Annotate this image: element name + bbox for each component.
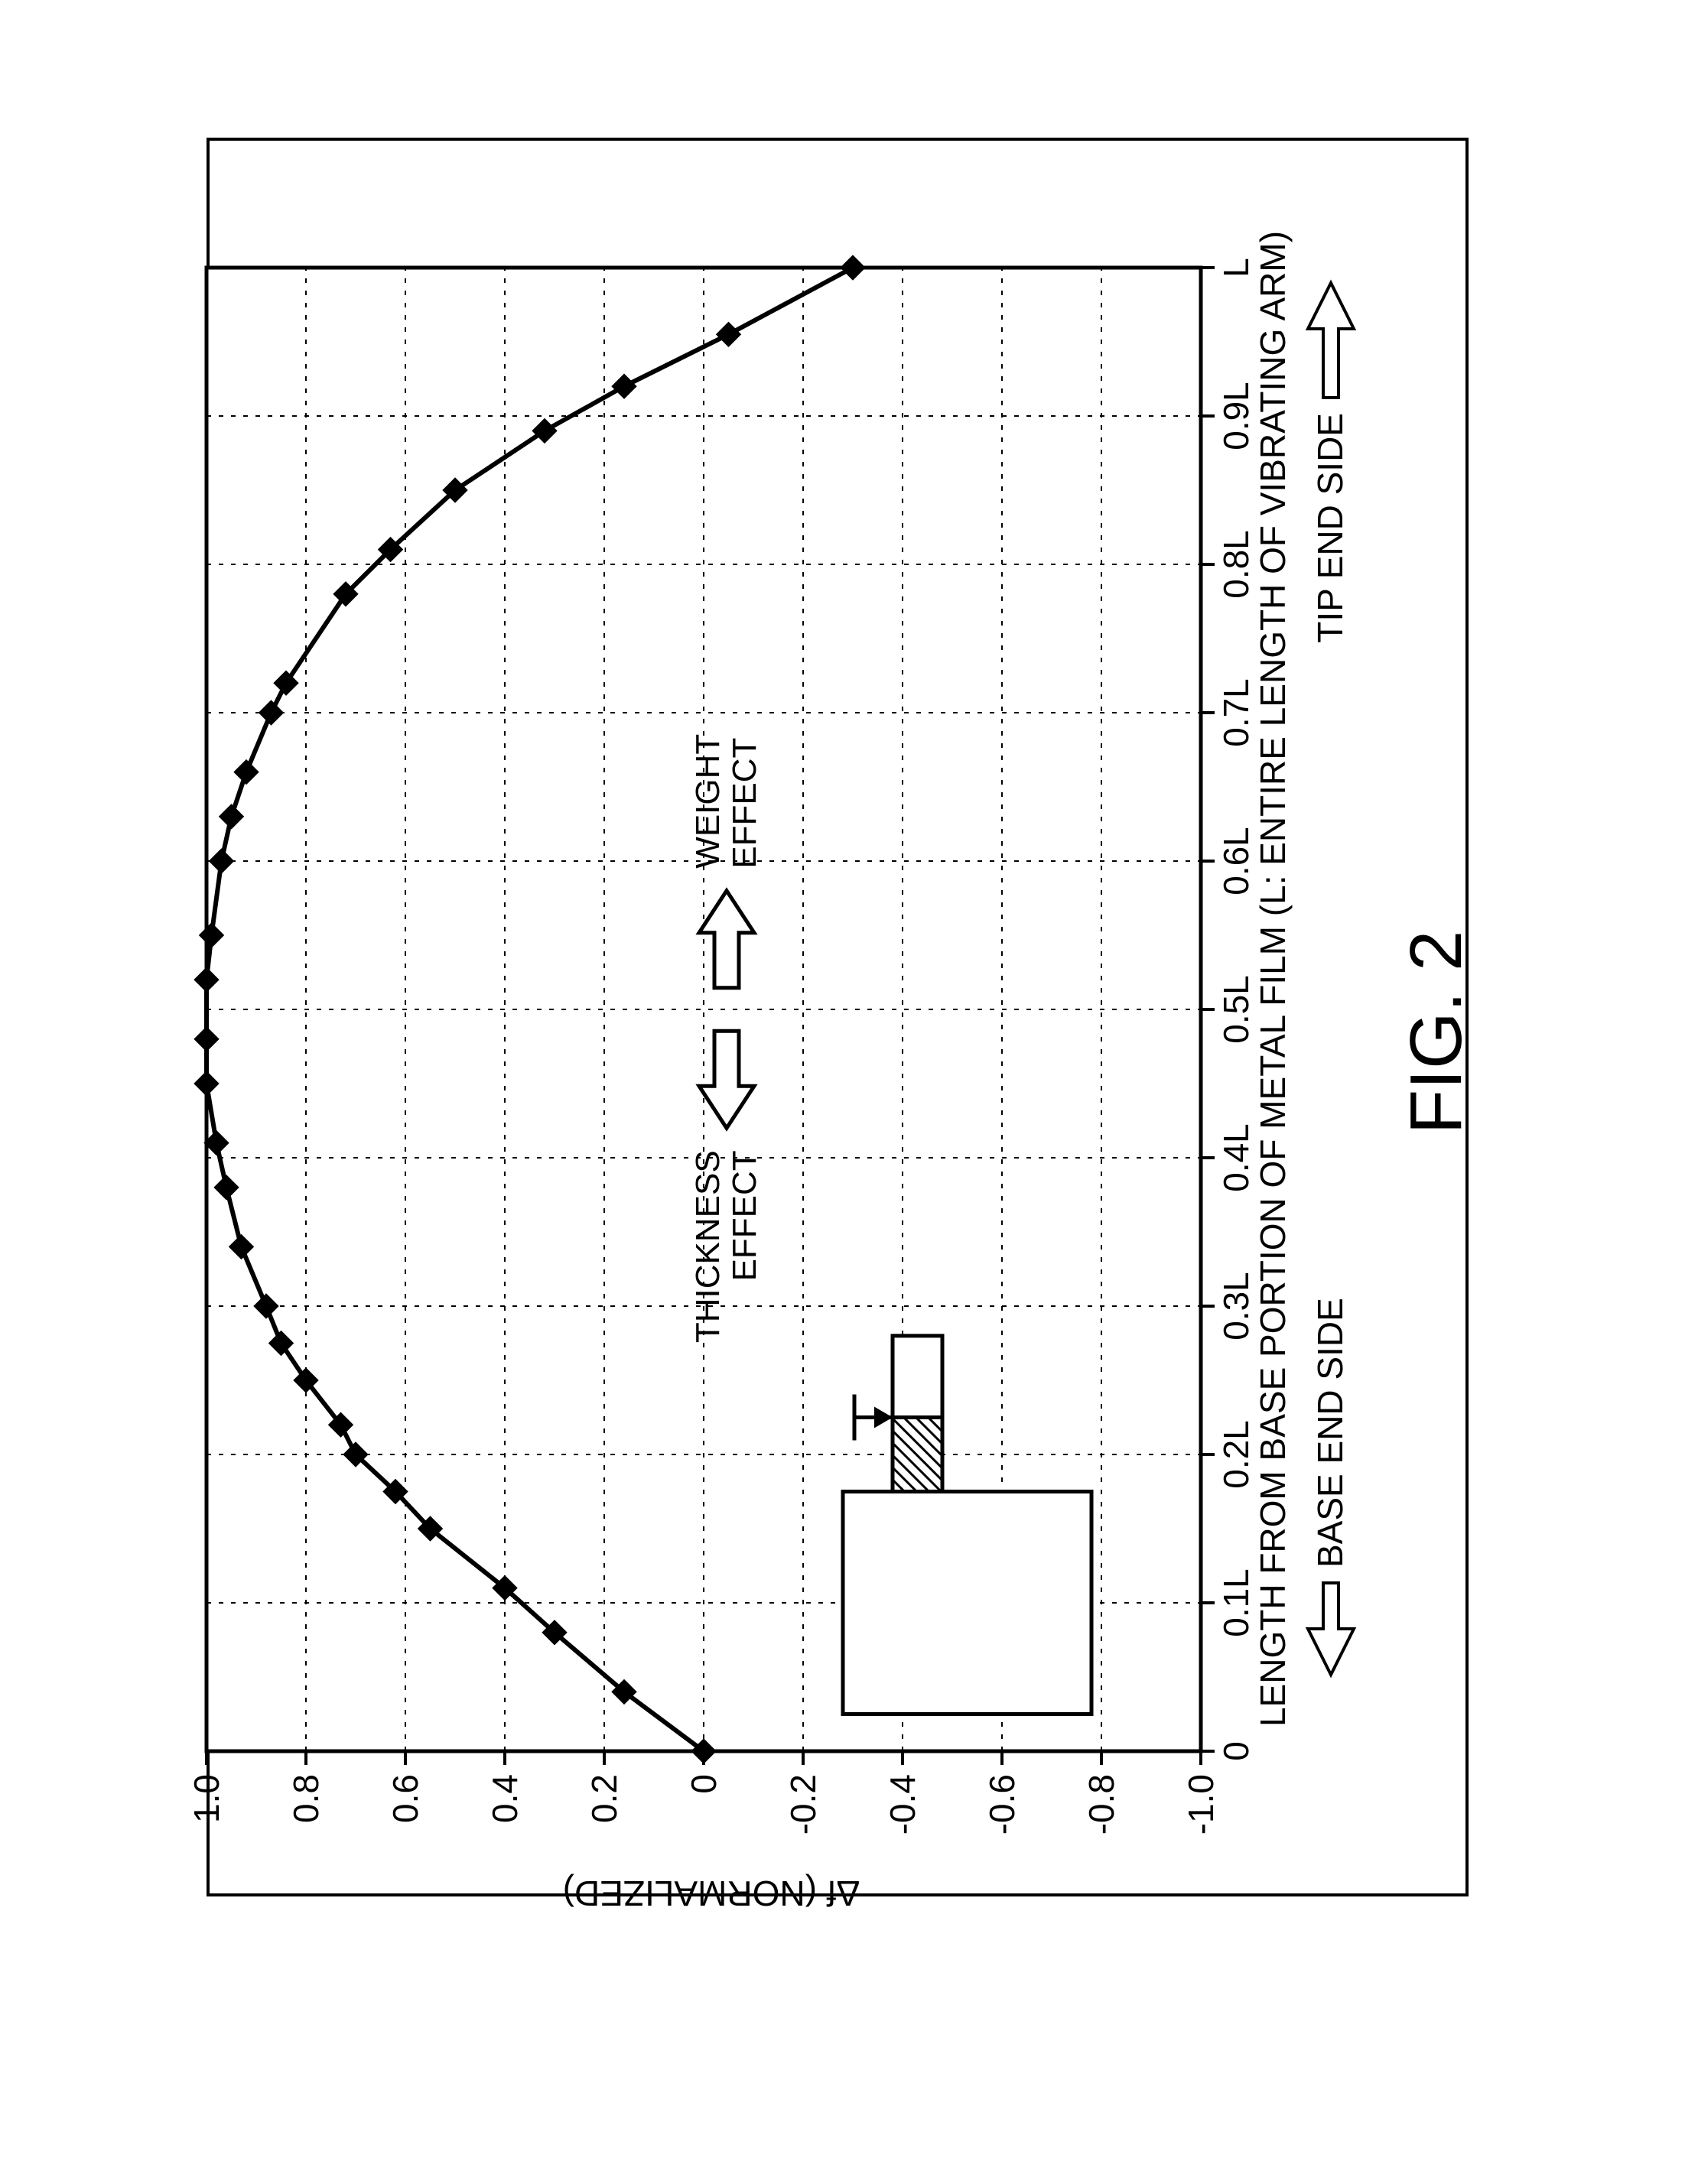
x-tick-label: 0.7L — [1216, 678, 1256, 747]
x-tick-label: L — [1216, 258, 1256, 278]
page: 0 0.1L 0.2L 0.3L 0.4L 0.5L 0.6L 0.7L 0.8L 0.9L L -1… — [0, 0, 1685, 2184]
y-tick-label: 0.2 — [584, 1774, 624, 1823]
thickness-effect-label: EFFECT — [726, 1150, 763, 1281]
rotated-content: 0 0.1L 0.2L 0.3L 0.4L 0.5L 0.6L 0.7L 0.8L 0.9L L -1… — [115, 115, 1491, 1950]
x-tick-label: 0.8L — [1216, 530, 1256, 599]
x-tick-label: 0.6L — [1216, 827, 1256, 895]
y-tick-label: -0.8 — [1082, 1774, 1121, 1835]
y-tick-label: -0.6 — [982, 1774, 1022, 1835]
x-tick-label: 0.2L — [1216, 1420, 1256, 1489]
x-tick-label: 0.4L — [1216, 1123, 1256, 1192]
inset-base-rect — [843, 1492, 1091, 1714]
x-tick-label: 0.3L — [1216, 1272, 1256, 1341]
x-tick-label: 0.9L — [1216, 382, 1256, 450]
y-tick-label: 1.0 — [187, 1774, 226, 1823]
figure-label: FIG. 2 — [1395, 931, 1477, 1135]
thickness-effect-label: THICKNESS — [689, 1150, 727, 1343]
weight-effect-label: EFFECT — [726, 738, 763, 869]
y-tick-label: -0.2 — [783, 1774, 823, 1835]
x-tick-label: 0.1L — [1216, 1568, 1256, 1637]
chart-svg: 0 0.1L 0.2L 0.3L 0.4L 0.5L 0.6L 0.7L 0.8L 0.9L L -1… — [115, 115, 1491, 1950]
x-tick-label: 0.5L — [1216, 975, 1256, 1044]
y-tick-label: -0.4 — [883, 1774, 922, 1835]
base-end-side-text: BASE END SIDE — [1310, 1298, 1350, 1568]
tip-end-side-text: TIP END SIDE — [1310, 413, 1350, 643]
y-tick-label: 0 — [684, 1774, 724, 1794]
x-tick-label: 0 — [1216, 1741, 1256, 1761]
inset-hatched-film — [893, 1418, 942, 1492]
y-tick-label: 0.6 — [385, 1774, 425, 1823]
tip-end-side-label: TIP END SIDE — [1308, 283, 1354, 643]
weight-effect-label: WEIGHT — [689, 734, 727, 869]
y-axis-label: Δf (NORMALIZED) — [563, 1874, 860, 1913]
y-tick-label: 0.8 — [286, 1774, 326, 1823]
base-end-side-label: BASE END SIDE — [1308, 1298, 1354, 1675]
y-tick-label: 0.4 — [485, 1774, 525, 1823]
y-tick-label: -1.0 — [1181, 1774, 1221, 1835]
x-axis-label: LENGTH FROM BASE PORTION OF METAL FILM (… — [1253, 231, 1293, 1727]
